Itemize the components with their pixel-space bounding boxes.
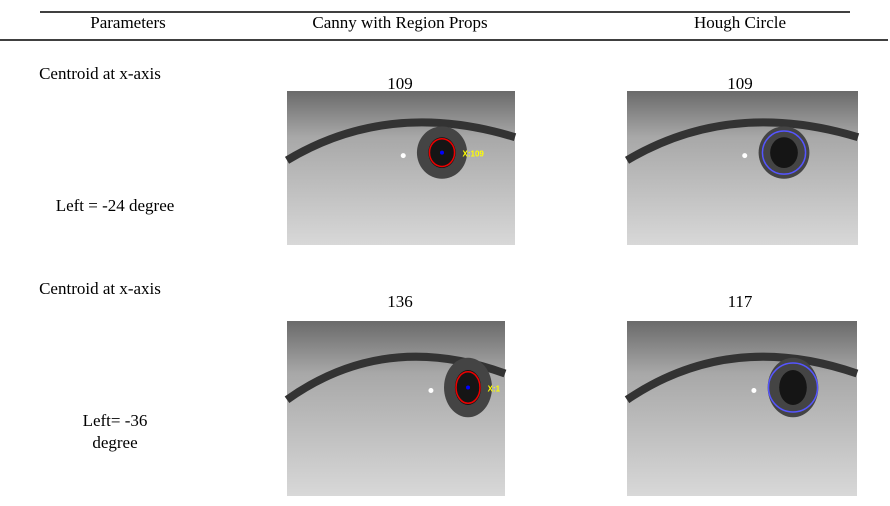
hough-circle: [761, 130, 807, 175]
centroid-tag: X:1: [488, 385, 501, 394]
glint: [742, 153, 748, 159]
angle-label: Left = -24 degree: [56, 196, 175, 215]
canny-value: 109: [387, 74, 413, 93]
parameter-label: Centroid at x-axis: [39, 279, 161, 298]
hough-circle: [767, 362, 819, 413]
parameter-label: Centroid at x-axis: [39, 64, 161, 83]
glint: [400, 153, 406, 159]
pupil: [779, 370, 807, 405]
column-header: Hough Circle: [694, 13, 786, 32]
column-header: Parameters: [90, 13, 166, 32]
centroid: [466, 385, 470, 390]
glint: [428, 388, 434, 393]
canny-boundary: [428, 137, 456, 168]
eye-image: [627, 91, 858, 245]
column-header: Canny with Region Props: [312, 13, 487, 32]
pupil: [770, 137, 798, 169]
angle-label: degree: [92, 433, 137, 452]
centroid: [440, 150, 444, 155]
hough-value: 117: [728, 292, 753, 311]
centroid-tag: X:109: [463, 150, 485, 159]
canny-value: 136: [387, 292, 413, 311]
eye-image: [287, 91, 515, 245]
eyelid: [624, 352, 859, 404]
glint: [751, 388, 757, 393]
angle-label: Left= -36: [83, 411, 148, 430]
eyelid: [284, 118, 517, 164]
canny-boundary: [455, 371, 481, 404]
eye-image: [627, 321, 857, 496]
hough-value: 109: [727, 74, 753, 93]
eyelid: [624, 118, 860, 164]
